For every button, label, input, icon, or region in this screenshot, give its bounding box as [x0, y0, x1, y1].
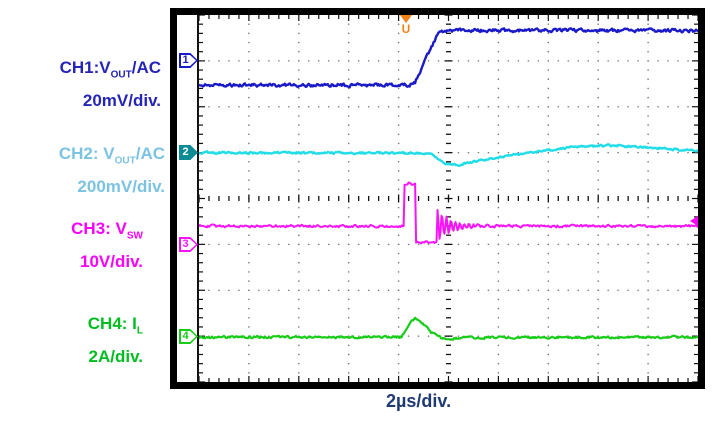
ch1-label: CH1:VOUT/AC 20mV/div. [60, 55, 161, 114]
trigger-arrow-icon [400, 15, 412, 23]
ch2-reference-marker: 2 [179, 145, 198, 160]
ch3-reference-marker: 3 [179, 237, 198, 252]
ch2-label: CH2: VOUT/AC 200mV/div. [59, 141, 165, 200]
trigger-symbol: U [401, 22, 411, 36]
oscilloscope-display: 1 2 3 4 U [170, 8, 705, 389]
ch1-marker-number: 1 [182, 54, 189, 66]
ch4-label: CH4: IL 2A/div. [88, 311, 143, 370]
ch4-reference-marker: 4 [179, 329, 198, 344]
ch3-signal-label: CH3: VSW [71, 219, 143, 242]
ch2-scale-label: 200mV/div. [77, 177, 165, 197]
trigger-position-marker: U [398, 15, 414, 35]
ch4-signal-label: CH4: IL [87, 314, 143, 337]
ch3-right-edge-marker-icon [690, 216, 698, 226]
ch1-scale-label: 20mV/div. [82, 91, 161, 111]
ch4-marker-number: 4 [182, 330, 189, 342]
graticule-left-edge [197, 15, 199, 382]
ch3-scale-label: 10V/div. [80, 252, 143, 272]
ch4-scale-label: 2A/div. [88, 347, 143, 367]
ch4-marker-fill [181, 331, 196, 342]
ch3-label: CH3: VSW 10V/div. [71, 216, 143, 275]
ch2-signal-label: CH2: VOUT/AC [58, 144, 165, 167]
ch2-marker-fill [181, 147, 196, 158]
ch2-marker-number: 2 [182, 146, 189, 158]
waveform-plot [199, 15, 698, 382]
ch1-signal-label: CH1:VOUT/AC [59, 58, 161, 81]
ch3-marker-number: 3 [182, 238, 189, 250]
ch1-marker-fill [181, 55, 196, 66]
timebase-label: 2µs/div. [386, 391, 452, 411]
ch3-marker-fill [181, 239, 196, 250]
ch1-reference-marker: 1 [179, 53, 198, 68]
